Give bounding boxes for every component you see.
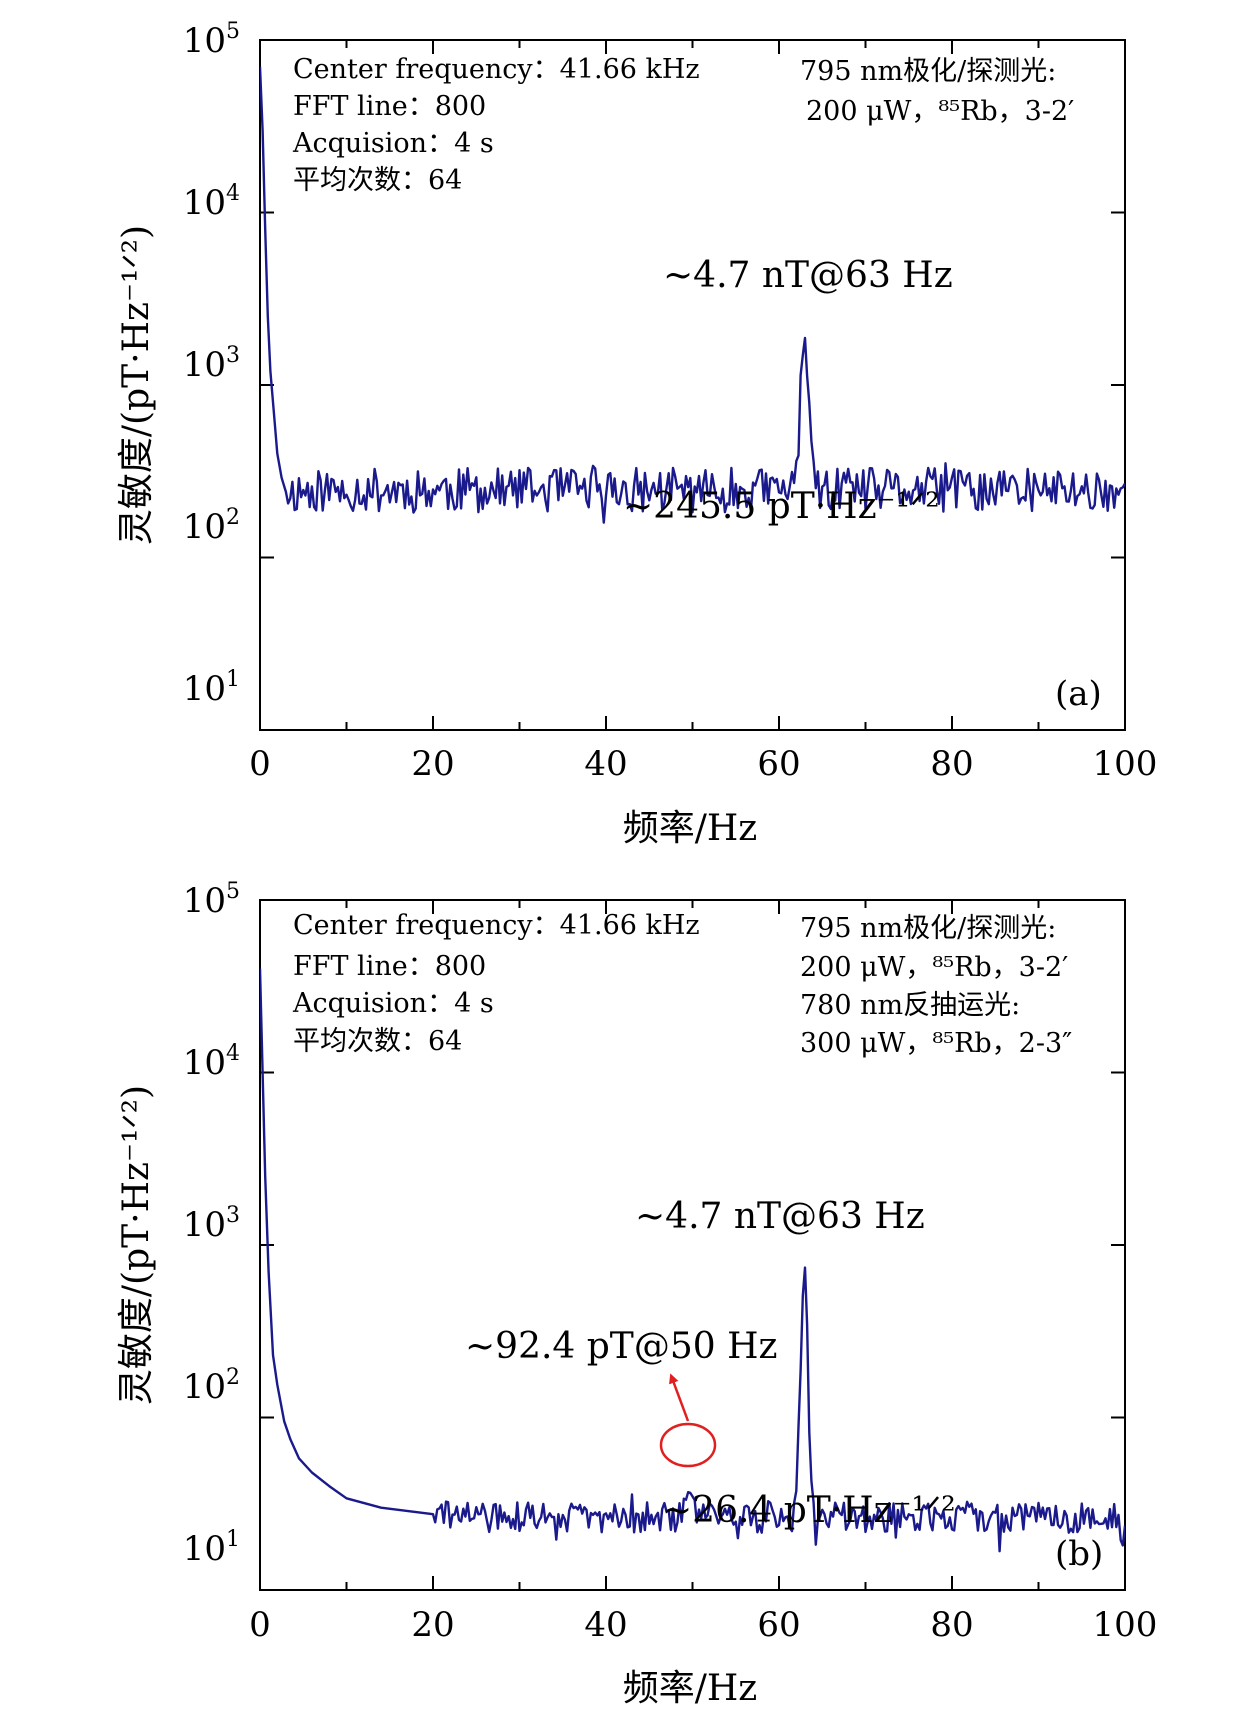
annotation-peak-63hz-b: ~4.7 nT@63 Hz bbox=[635, 1196, 925, 1237]
x-tick-label: 40 bbox=[584, 744, 627, 784]
info-box-left-a: Center frequency：41.66 kHz FFT line：800 … bbox=[292, 54, 700, 196]
annotation-noise-floor-a: ~245.5 pT·Hz⁻¹ᐟ² bbox=[623, 486, 940, 527]
info-box-right-b: 795 nm极化/探测光: 200 μW，⁸⁵Rb，3-2′ 780 nm反抽运… bbox=[800, 913, 1072, 1059]
x-axis-label: 频率/Hz bbox=[623, 808, 758, 849]
annotation-noise-floor-b: ~26.4 pT·Hz⁻¹ᐟ² bbox=[662, 1490, 956, 1531]
data-line-a bbox=[260, 66, 1125, 524]
y-ticks-a bbox=[260, 39, 1125, 731]
y-tick-label: 102 bbox=[183, 1365, 240, 1407]
y-tick-label: 104 bbox=[183, 181, 240, 223]
highlight-circle-50hz bbox=[659, 1422, 717, 1468]
x-ticks-a bbox=[259, 40, 1126, 730]
info-line: 795 nm极化/探测光: bbox=[800, 56, 1056, 87]
y-axis-label: 灵敏度/(pT·Hz⁻¹ᐟ²) bbox=[116, 1085, 157, 1405]
y-tick-label: 101 bbox=[183, 667, 240, 709]
info-line: 300 μW，⁸⁵Rb，2-3″ bbox=[800, 1028, 1072, 1059]
annotation-peak-63hz-a: ~4.7 nT@63 Hz bbox=[663, 255, 953, 296]
x-tick-label: 100 bbox=[1093, 1605, 1158, 1645]
chart-panel-b: 0 20 40 60 80 100 101 102 103 104 105 频率… bbox=[116, 879, 1157, 1709]
x-tick-label: 0 bbox=[249, 744, 271, 784]
y-tick-label: 102 bbox=[183, 505, 240, 547]
y-tick-label: 105 bbox=[183, 879, 240, 921]
annotation-peak-50hz-b: ~92.4 pT@50 Hz bbox=[465, 1326, 777, 1367]
info-line: 200 μW，⁸⁵Rb，3-2′ bbox=[800, 952, 1068, 983]
x-tick-label: 20 bbox=[411, 1605, 454, 1645]
info-box-left-b: Center frequency：41.66 kHz FFT line：800 … bbox=[292, 910, 700, 1057]
info-line: Acquision：4 s bbox=[292, 988, 494, 1019]
info-line: 平均次数：64 bbox=[293, 165, 462, 196]
x-tick-label: 20 bbox=[411, 744, 454, 784]
info-line: 795 nm极化/探测光: bbox=[800, 913, 1056, 944]
x-tick-label: 0 bbox=[249, 1605, 271, 1645]
x-tick-label: 80 bbox=[930, 1605, 973, 1645]
y-tick-label: 101 bbox=[183, 1527, 240, 1569]
info-line: 平均次数：64 bbox=[293, 1026, 462, 1057]
info-line: FFT line：800 bbox=[293, 951, 486, 982]
y-tick-label: 104 bbox=[183, 1041, 240, 1083]
panel-label-b: (b) bbox=[1055, 1534, 1103, 1574]
y-ticks-b bbox=[260, 899, 1125, 1591]
x-tick-label: 60 bbox=[757, 1605, 800, 1645]
panel-label-a: (a) bbox=[1055, 674, 1102, 714]
info-line: Center frequency：41.66 kHz bbox=[293, 910, 700, 941]
info-line: Acquision：4 s bbox=[292, 128, 494, 159]
info-line: Center frequency：41.66 kHz bbox=[293, 54, 700, 85]
info-box-right-a: 795 nm极化/探测光: 200 μW，⁸⁵Rb，3-2′ bbox=[800, 56, 1074, 127]
y-tick-label: 103 bbox=[183, 343, 240, 385]
data-line-b bbox=[260, 968, 1125, 1553]
x-ticks-b bbox=[259, 900, 1126, 1590]
y-tick-label: 103 bbox=[183, 1203, 240, 1245]
y-axis-label: 灵敏度/(pT·Hz⁻¹ᐟ²) bbox=[116, 225, 157, 545]
x-tick-label: 60 bbox=[757, 744, 800, 784]
chart-panel-a: 0 20 40 60 80 100 101 102 103 104 105 频率… bbox=[116, 19, 1157, 849]
info-line: 780 nm反抽运光: bbox=[800, 990, 1020, 1021]
y-tick-label: 105 bbox=[183, 19, 240, 61]
x-tick-label: 100 bbox=[1093, 744, 1158, 784]
x-tick-label: 40 bbox=[584, 1605, 627, 1645]
info-line: FFT line：800 bbox=[293, 91, 486, 122]
x-axis-label: 频率/Hz bbox=[623, 1668, 758, 1709]
highlight-arrow-50hz bbox=[669, 1373, 690, 1422]
info-line: 200 μW，⁸⁵Rb，3-2′ bbox=[806, 96, 1074, 127]
x-tick-label: 80 bbox=[930, 744, 973, 784]
